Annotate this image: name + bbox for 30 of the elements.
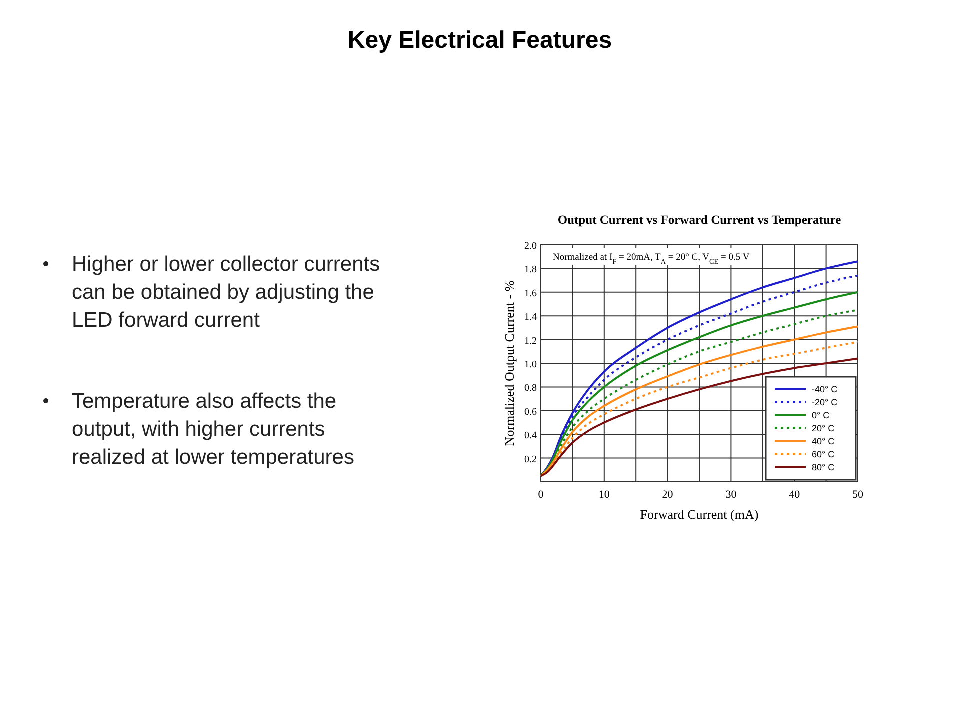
legend-label: 0° C	[812, 410, 830, 420]
y-tick-label: 0.4	[524, 430, 537, 442]
legend-label: 20° C	[812, 424, 836, 434]
legend-label: 60° C	[812, 450, 836, 460]
y-tick-label: 0.6	[524, 406, 537, 418]
y-tick-label: 1.6	[524, 288, 537, 300]
y-tick-label: 0.2	[524, 454, 537, 466]
text: Temperature also affects the output, with higher currents realized at lower temperatures	[72, 390, 354, 469]
x-tick-label: 10	[598, 489, 610, 501]
chart-subtitle: Output Current vs Forward Current vs Temperature	[558, 213, 842, 227]
x-tick-label: 40	[789, 489, 801, 501]
x-axis-title: Forward Current (mA)	[640, 507, 759, 522]
x-tick-label: 0	[538, 489, 544, 501]
y-axis-title: Normalized Output Current - %	[502, 280, 517, 446]
legend-label: 80° C	[812, 462, 836, 472]
y-tick-label: 2.0	[524, 241, 537, 252]
legend-label: -20° C	[812, 398, 838, 408]
y-tick-label: 1.8	[524, 264, 537, 276]
annotation: Normalized at I$_{F}$ = 20mA, T$_{A}$ = 20° C, V$_{CE}$ = 0.5 V	[553, 253, 750, 266]
x-tick-label: 30	[726, 489, 738, 501]
y-tick-label: 0.8	[524, 383, 537, 394]
legend-label: 40° C	[812, 436, 836, 446]
y-tick-label: 1.4	[524, 312, 537, 324]
y-tick-label: 1.2	[524, 336, 537, 347]
x-tick-label: 20	[662, 489, 674, 501]
text: Higher or lower collector currents can be obtained by adjusting the LED forward current	[72, 253, 380, 332]
legend-label: -40° C	[812, 384, 838, 394]
x-tick-label: 50	[852, 489, 864, 501]
chart-title: Key Electrical Features	[348, 27, 612, 54]
y-tick-label: 1.0	[524, 360, 537, 370]
